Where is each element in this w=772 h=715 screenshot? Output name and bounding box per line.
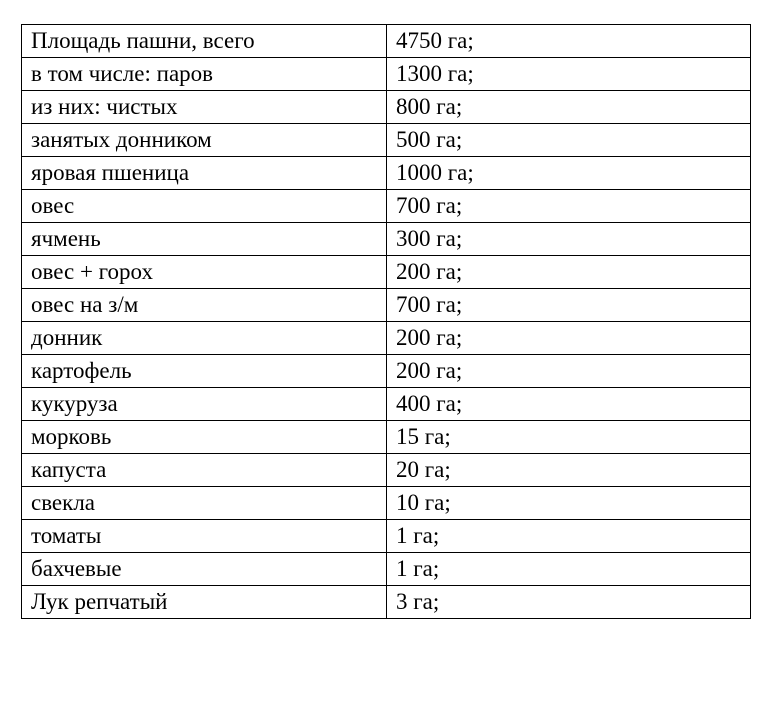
table-row: донник 200 га; [21,321,751,355]
crop-name-cell: занятых донником [21,123,387,157]
table-row: капуста 20 га; [21,453,751,487]
area-value-cell: 1000 га; [386,156,751,190]
crop-name-cell: кукуруза [21,387,387,421]
area-value-cell: 700 га; [386,288,751,322]
area-value-cell: 800 га; [386,90,751,124]
table-row: кукуруза 400 га; [21,387,751,421]
crop-name-cell: Лук репчатый [21,585,387,619]
area-value-cell: 10 га; [386,486,751,520]
crop-name-cell: томаты [21,519,387,553]
table-row: Лук репчатый 3 га; [21,585,751,619]
area-value-cell: 500 га; [386,123,751,157]
area-value-cell: 4750 га; [386,24,751,58]
crop-name-cell: капуста [21,453,387,487]
crop-name-cell: ячмень [21,222,387,256]
crop-name-cell: овес + горох [21,255,387,289]
crop-area-table: Площадь пашни, всего 4750 га; в том числе:… [21,24,751,619]
table-row: бахчевые 1 га; [21,552,751,586]
crop-name-cell: донник [21,321,387,355]
crop-name-cell: из них: чистых [21,90,387,124]
area-value-cell: 20 га; [386,453,751,487]
area-value-cell: 1 га; [386,519,751,553]
area-value-cell: 200 га; [386,321,751,355]
crop-name-cell: яровая пшеница [21,156,387,190]
area-value-cell: 15 га; [386,420,751,454]
table-row: картофель 200 га; [21,354,751,388]
crop-name-cell: овес на з/м [21,288,387,322]
area-value-cell: 300 га; [386,222,751,256]
area-value-cell: 1300 га; [386,57,751,91]
table-row: свекла 10 га; [21,486,751,520]
crop-name-cell: свекла [21,486,387,520]
area-value-cell: 200 га; [386,354,751,388]
table-row: яровая пшеница 1000 га; [21,156,751,190]
table-body: Площадь пашни, всего 4750 га; в том числе:… [21,24,751,619]
area-value-cell: 400 га; [386,387,751,421]
area-value-cell: 200 га; [386,255,751,289]
crop-name-cell: бахчевые [21,552,387,586]
area-value-cell: 3 га; [386,585,751,619]
crop-name-cell: Площадь пашни, всего [21,24,387,58]
table-row: овес на з/м 700 га; [21,288,751,322]
table-row: в том числе: паров 1300 га; [21,57,751,91]
crop-name-cell: в том числе: паров [21,57,387,91]
area-value-cell: 700 га; [386,189,751,223]
crop-name-cell: морковь [21,420,387,454]
table-row: ячмень 300 га; [21,222,751,256]
table-row: овес + горох 200 га; [21,255,751,289]
table-row: томаты 1 га; [21,519,751,553]
crop-name-cell: картофель [21,354,387,388]
table-row: овес 700 га; [21,189,751,223]
area-value-cell: 1 га; [386,552,751,586]
table-row: морковь 15 га; [21,420,751,454]
table-row: из них: чистых 800 га; [21,90,751,124]
table-row: занятых донником 500 га; [21,123,751,157]
table-row: Площадь пашни, всего 4750 га; [21,24,751,58]
crop-name-cell: овес [21,189,387,223]
